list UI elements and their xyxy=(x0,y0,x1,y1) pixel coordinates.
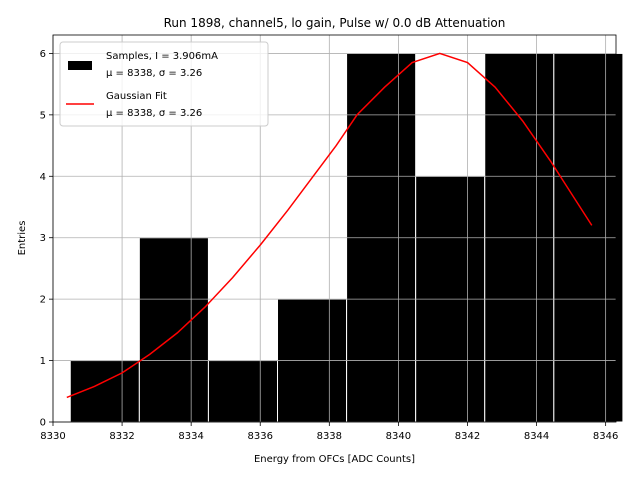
gaussian-fit-line xyxy=(66,52,593,399)
axes-frame xyxy=(52,34,617,423)
y-tick-label-1: 1 xyxy=(40,356,46,367)
x-tick-label-2: 8334 xyxy=(178,431,203,442)
legend-fit-stats: μ = 8338, σ = 3.26 xyxy=(106,108,202,119)
x-tick-label-5: 8340 xyxy=(386,431,411,442)
x-tick-label-8: 8346 xyxy=(593,431,618,442)
y-tick-label-6: 6 xyxy=(40,49,46,60)
y-tick-label-3: 3 xyxy=(40,233,46,244)
histogram-bar-1 xyxy=(138,237,209,423)
legend: Samples, I = 3.906mA μ = 8338, σ = 3.26 … xyxy=(59,41,269,127)
x-tick-label-3: 8336 xyxy=(248,431,273,442)
y-axis-label: Entries xyxy=(17,221,28,256)
y-tick-label-4: 4 xyxy=(40,172,46,183)
legend-frame xyxy=(59,41,269,127)
x-axis-label: Energy from OFCs [ADC Counts] xyxy=(254,454,415,465)
x-tick-label-7: 8344 xyxy=(524,431,549,442)
x-tick-label-6: 8342 xyxy=(455,431,480,442)
x-tick-label-0: 8330 xyxy=(40,431,65,442)
x-tick-label-4: 8338 xyxy=(317,431,342,442)
legend-fit-label: Gaussian Fit xyxy=(106,91,167,102)
legend-samples-label: Samples, I = 3.906mA xyxy=(106,51,218,62)
legend-samples-stats: μ = 8338, σ = 3.26 xyxy=(106,68,202,79)
chart-title: Run 1898, channel5, lo gain, Pulse w/ 0.… xyxy=(164,16,506,30)
legend-samples-swatch xyxy=(68,61,92,70)
y-tick-label-2: 2 xyxy=(40,295,46,306)
y-tick-label-5: 5 xyxy=(40,110,46,121)
x-tick-label-1: 8332 xyxy=(109,431,134,442)
plot-area: 8330 8332 8334 8336 8338 8340 8342 8344 8346 0 1 2 3… xyxy=(40,34,624,442)
histogram-bar-2 xyxy=(207,360,279,423)
y-tick-label-0: 0 xyxy=(40,418,46,429)
